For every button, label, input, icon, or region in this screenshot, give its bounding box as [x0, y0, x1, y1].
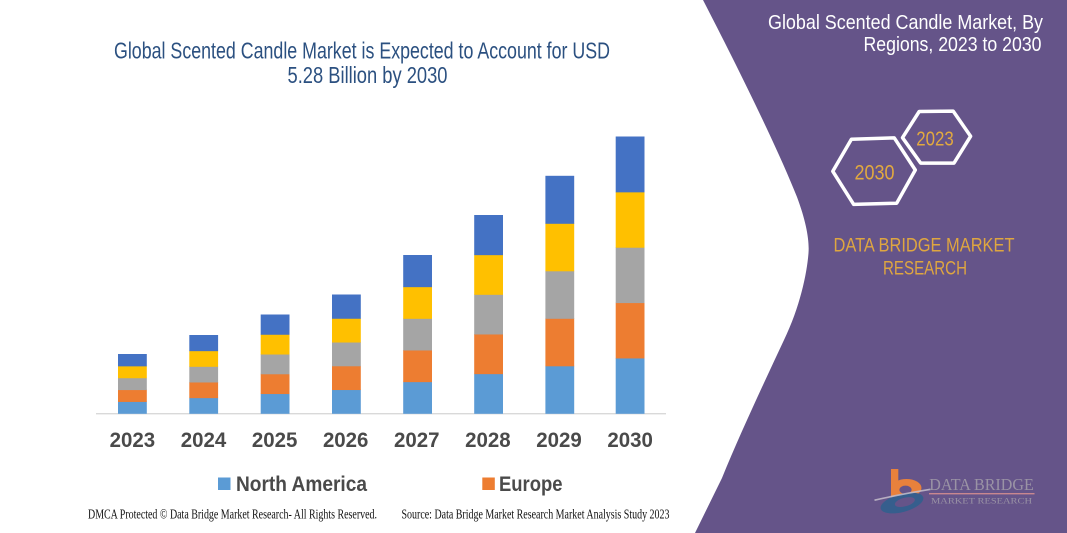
svg-text:5.28 Billion by 2030: 5.28 Billion by 2030: [288, 62, 448, 88]
svg-text:Source: Data Bridge Market Res: Source: Data Bridge Market Research Mark…: [402, 507, 670, 522]
svg-text:2024: 2024: [181, 428, 227, 452]
svg-text:DATA BRIDGE MARKET: DATA BRIDGE MARKET: [834, 236, 1015, 257]
svg-text:Global Scented Candle Market i: Global Scented Candle Market is Expected…: [114, 38, 610, 64]
svg-text:2023: 2023: [110, 428, 156, 452]
svg-text:2027: 2027: [394, 428, 440, 452]
svg-text:2030: 2030: [607, 428, 653, 452]
svg-text:RESEARCH: RESEARCH: [883, 259, 967, 280]
svg-text:DMCA Protected © Data Bridge M: DMCA Protected © Data Bridge Market Rese…: [88, 507, 377, 522]
svg-text:North America: North America: [236, 472, 368, 496]
svg-text:DATA BRIDGE: DATA BRIDGE: [929, 475, 1034, 494]
svg-text:MARKET RESEARCH: MARKET RESEARCH: [931, 496, 1032, 506]
svg-text:2025: 2025: [252, 428, 298, 452]
svg-text:Regions, 2023 to 2030: Regions, 2023 to 2030: [864, 33, 1042, 56]
svg-text:2029: 2029: [536, 428, 582, 452]
svg-text:2023: 2023: [916, 128, 954, 150]
svg-text:2028: 2028: [465, 428, 511, 452]
svg-text:Global Scented Candle Market,: Global Scented Candle Market, By: [768, 11, 1044, 34]
svg-text:Europe: Europe: [499, 472, 563, 496]
svg-text:2026: 2026: [323, 428, 369, 452]
svg-text:2030: 2030: [855, 161, 895, 184]
